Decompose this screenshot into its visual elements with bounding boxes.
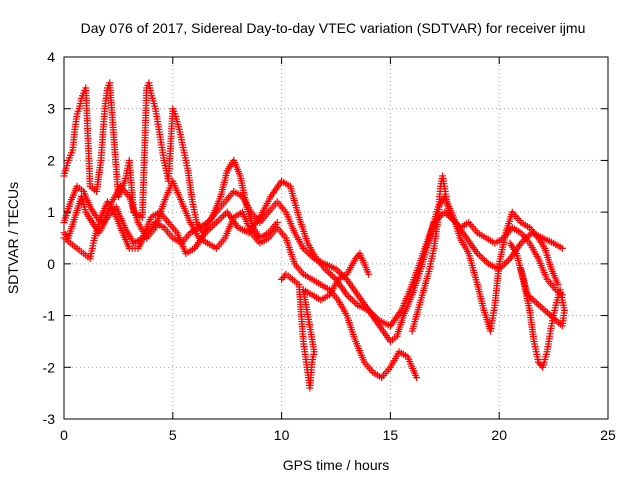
data-point [345, 293, 353, 301]
series-trace-g [506, 239, 568, 371]
data-point [554, 281, 562, 289]
data-point [220, 212, 228, 220]
data-point [558, 244, 566, 252]
data-point [542, 307, 550, 315]
data-point [475, 251, 483, 259]
data-point [540, 306, 548, 314]
series-trace-d [60, 187, 566, 330]
x-tick-label: 0 [60, 427, 68, 443]
data-point [534, 301, 542, 309]
x-tick-label: 20 [491, 427, 507, 443]
data-point [538, 304, 546, 312]
data-point [347, 294, 355, 302]
x-axis-label: GPS time / hours [283, 457, 390, 473]
y-axis-label: SDTVAR / TECUs [5, 182, 21, 294]
data-point [533, 299, 541, 307]
data-point [348, 296, 356, 304]
series-trace-f [408, 172, 562, 335]
data-point [413, 374, 421, 382]
y-tick-label: -1 [43, 308, 56, 324]
data-point [481, 256, 489, 264]
y-tick-label: 3 [47, 101, 55, 117]
data-point [544, 309, 552, 317]
data-point [529, 296, 537, 304]
data-point [328, 272, 336, 280]
data-point [517, 265, 525, 273]
data-point [504, 256, 512, 264]
y-tick-label: 4 [47, 49, 55, 65]
series-trace-e [278, 250, 373, 392]
data-point [531, 297, 539, 305]
y-tick-label: -3 [43, 411, 56, 427]
data-points [60, 79, 568, 392]
y-tick-label: -2 [43, 359, 56, 375]
y-tick-label: 0 [47, 256, 55, 272]
x-tick-label: 25 [600, 427, 616, 443]
data-point [214, 217, 222, 225]
data-point [545, 310, 553, 318]
data-point [365, 270, 373, 278]
data-point [477, 253, 485, 261]
data-point [327, 270, 335, 278]
data-point [502, 258, 510, 266]
data-point [216, 215, 224, 223]
x-tick-label: 15 [383, 427, 399, 443]
x-tick-label: 10 [274, 427, 290, 443]
data-point [350, 298, 358, 306]
data-point [536, 302, 544, 310]
y-tick-label: 1 [47, 204, 55, 220]
series-trace-c [60, 177, 421, 382]
x-tick-label: 5 [169, 427, 177, 443]
y-tick-label: 2 [47, 152, 55, 168]
chart-title: Day 076 of 2017, Sidereal Day-to-day VTE… [81, 20, 586, 36]
x-tick-labels: 0 5 10 15 20 25 [60, 427, 616, 443]
data-point [218, 213, 226, 221]
y-tick-labels: -3 -2 -1 0 1 2 3 4 [43, 49, 56, 427]
data-point [479, 255, 487, 263]
